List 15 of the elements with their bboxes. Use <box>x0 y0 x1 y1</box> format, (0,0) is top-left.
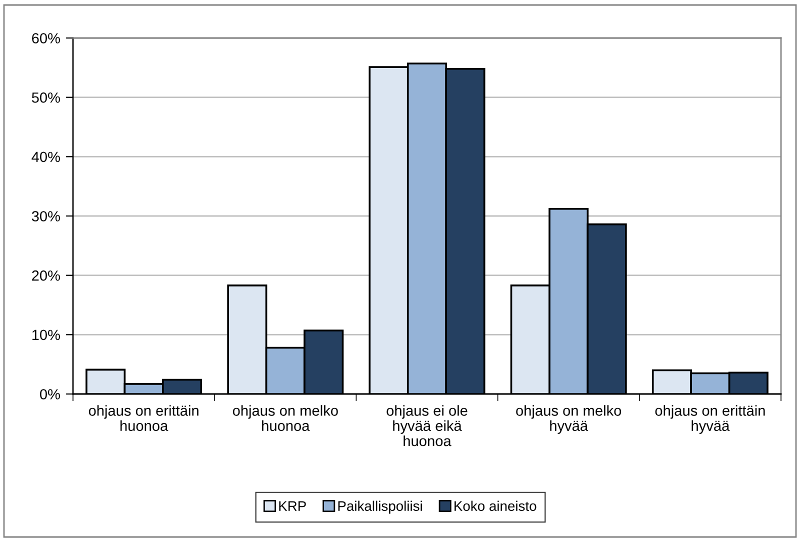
x-tick-label: ohjaus on erittäin huonoa <box>88 405 198 432</box>
legend-label: KRP <box>279 501 306 511</box>
y-tick-label: 30% <box>32 211 60 222</box>
legend-label: Paikallispoliisi <box>338 500 422 514</box>
y-tick-label: 20% <box>32 270 60 281</box>
y-tick-label: 10% <box>32 330 60 340</box>
y-tick-label: 40% <box>32 152 60 162</box>
x-tick-label: ohjaus on melko hyvää <box>516 405 622 434</box>
y-tick-label: 50% <box>32 92 60 103</box>
y-tick-label: 60% <box>32 33 60 44</box>
x-tick-label: ohjaus on erittäin hyvää <box>655 405 765 434</box>
x-tick-label: ohjaus on melko huonoa <box>232 405 338 432</box>
y-tick-label: 0% <box>40 389 60 400</box>
x-tick-label: ohjaus ei ole hyvää eikä huonoa <box>386 405 468 446</box>
legend-label: Koko aineisto <box>454 500 536 511</box>
